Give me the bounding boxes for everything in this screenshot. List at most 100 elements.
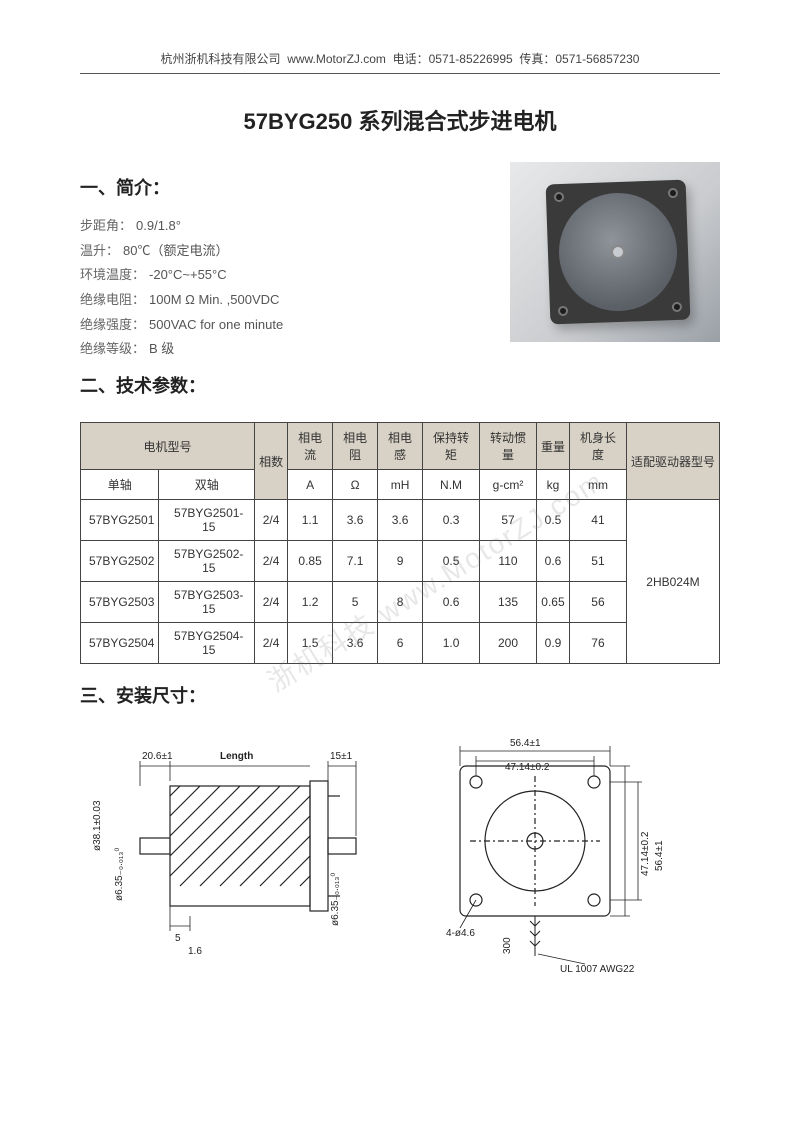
- cell-weight: 0.65: [536, 582, 569, 623]
- cell-phase: 2/4: [255, 500, 288, 541]
- website: www.MotorZJ.com: [287, 52, 386, 66]
- col-len: 机身长度: [569, 423, 626, 470]
- spec-label: 绝缘电阻：: [80, 292, 145, 307]
- spec-value: 80℃（额定电流）: [123, 243, 228, 258]
- cell-single: 57BYG2504: [81, 623, 159, 664]
- spec-label: 绝缘等级：: [80, 341, 145, 356]
- cell-inertia: 57: [480, 500, 537, 541]
- side-view-drawing: 20.6±1 Length 15±1 ø38.1±0.03 ø6.35₋₀.₀₁…: [80, 726, 380, 976]
- spec-line: 温升： 80℃（额定电流）: [80, 239, 490, 264]
- cell-driver: 2HB024M: [626, 500, 719, 664]
- cell-ind: 9: [378, 541, 423, 582]
- unit-res: Ω: [333, 470, 378, 500]
- cell-dual: 57BYG2501-15: [159, 500, 255, 541]
- section-intro-heading: 一、简介：: [80, 174, 490, 200]
- fax-label: 传真：: [519, 52, 555, 66]
- sub-single: 单轴: [81, 470, 159, 500]
- dim-shaft-offset: 20.6±1: [142, 751, 173, 762]
- cell-dual: 57BYG2503-15: [159, 582, 255, 623]
- cell-ind: 3.6: [378, 500, 423, 541]
- spec-value: 500VAC for one minute: [149, 317, 283, 332]
- dim-bolt-v: 47.14±0.2: [640, 831, 651, 876]
- cell-inertia: 200: [480, 623, 537, 664]
- spec-value: 0.9/1.8°: [136, 218, 181, 233]
- cell-res: 5: [333, 582, 378, 623]
- col-torque: 保持转矩: [423, 423, 480, 470]
- cell-single: 57BYG2501: [81, 500, 159, 541]
- dim-rear-shaft: ø6.35₋₀.₀₁₃⁰: [330, 873, 341, 926]
- col-weight: 重量: [536, 423, 569, 470]
- spec-label: 绝缘强度：: [80, 317, 145, 332]
- col-inertia: 转动惯量: [480, 423, 537, 470]
- dim-step: 5: [175, 933, 181, 944]
- cell-single: 57BYG2503: [81, 582, 159, 623]
- section-params-heading: 二、技术参数：: [80, 372, 490, 398]
- cell-inertia: 135: [480, 582, 537, 623]
- company-name: 杭州浙机科技有限公司: [161, 52, 281, 66]
- dim-lead: 300: [502, 937, 513, 954]
- cell-single: 57BYG2502: [81, 541, 159, 582]
- col-current: 相电流: [288, 423, 333, 470]
- spec-list: 步距角：0.9/1.8°温升：80℃（额定电流）环境温度：-20°C~+55°C…: [80, 214, 490, 362]
- unit-current: A: [288, 470, 333, 500]
- wire-spec: UL 1007 AWG22: [560, 964, 635, 975]
- unit-inertia: g-cm²: [480, 470, 537, 500]
- cell-current: 0.85: [288, 541, 333, 582]
- cell-torque: 0.5: [423, 541, 480, 582]
- fax-number: 0571-56857230: [555, 52, 639, 66]
- cell-weight: 0.9: [536, 623, 569, 664]
- spec-line: 绝缘强度： 500VAC for one minute: [80, 313, 490, 338]
- product-photo: [510, 162, 720, 342]
- dim-outer-v: 56.4±1: [654, 840, 665, 871]
- front-view-drawing: 56.4±1 47.14±0.2 47.14±0.2 56.4±1 4-ø4.6…: [410, 726, 690, 976]
- dim-step2: 1.6: [188, 946, 202, 957]
- unit-torque: N.M: [423, 470, 480, 500]
- unit-ind: mH: [378, 470, 423, 500]
- cell-ind: 6: [378, 623, 423, 664]
- spec-value: 100M Ω Min. ,500VDC: [149, 292, 279, 307]
- cell-dual: 57BYG2502-15: [159, 541, 255, 582]
- cell-torque: 0.3: [423, 500, 480, 541]
- dim-length: Length: [220, 751, 253, 762]
- cell-inertia: 110: [480, 541, 537, 582]
- cell-res: 7.1: [333, 541, 378, 582]
- spec-line: 绝缘等级： B 级: [80, 337, 490, 362]
- cell-len: 76: [569, 623, 626, 664]
- col-res: 相电阻: [333, 423, 378, 470]
- cell-current: 1.5: [288, 623, 333, 664]
- spec-label: 步距角：: [80, 218, 132, 233]
- cell-len: 41: [569, 500, 626, 541]
- dim-front-len: 15±1: [330, 751, 353, 762]
- cell-weight: 0.5: [536, 500, 569, 541]
- page-header: 杭州浙机科技有限公司 www.MotorZJ.com 电话：0571-85226…: [80, 50, 720, 74]
- sub-dual: 双轴: [159, 470, 255, 500]
- spec-label: 温升：: [80, 243, 119, 258]
- spec-line: 步距角： 0.9/1.8°: [80, 214, 490, 239]
- cell-phase: 2/4: [255, 582, 288, 623]
- col-driver: 适配驱动器型号: [626, 423, 719, 500]
- col-phase: 相数: [255, 423, 288, 500]
- cell-torque: 0.6: [423, 582, 480, 623]
- table-row: 57BYG250257BYG2502-152/40.857.190.51100.…: [81, 541, 720, 582]
- cell-len: 51: [569, 541, 626, 582]
- cell-current: 1.2: [288, 582, 333, 623]
- spec-value: B 级: [149, 341, 174, 356]
- cell-res: 3.6: [333, 623, 378, 664]
- cell-torque: 1.0: [423, 623, 480, 664]
- section-dims-heading: 三、安装尺寸：: [80, 682, 720, 708]
- spec-table: 电机型号 相数 相电流 相电阻 相电感 保持转矩 转动惯量 重量 机身长度 适配…: [80, 422, 720, 664]
- dim-bolt: 47.14±0.2: [505, 762, 550, 773]
- cell-phase: 2/4: [255, 541, 288, 582]
- table-row: 57BYG250157BYG2501-152/41.13.63.60.3570.…: [81, 500, 720, 541]
- cell-phase: 2/4: [255, 623, 288, 664]
- dim-shaft-dia: ø6.35₋₀.₀₁₃⁰: [114, 848, 125, 901]
- tel-number: 0571-85226995: [429, 52, 513, 66]
- col-ind: 相电感: [378, 423, 423, 470]
- unit-len: mm: [569, 470, 626, 500]
- dim-hole: 4-ø4.6: [446, 928, 475, 939]
- cell-weight: 0.6: [536, 541, 569, 582]
- unit-weight: kg: [536, 470, 569, 500]
- cell-dual: 57BYG2504-15: [159, 623, 255, 664]
- col-model: 电机型号: [81, 423, 255, 470]
- spec-line: 绝缘电阻： 100M Ω Min. ,500VDC: [80, 288, 490, 313]
